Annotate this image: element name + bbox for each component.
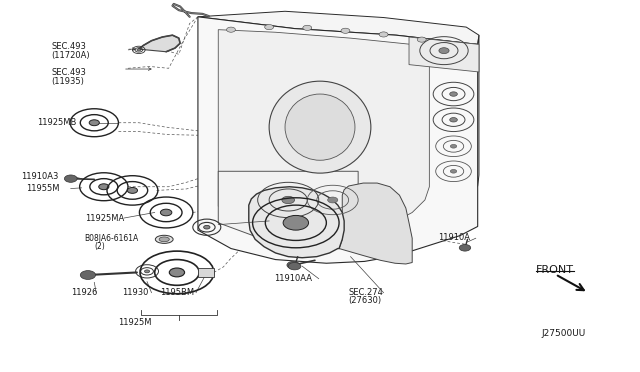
Circle shape: [450, 92, 458, 96]
Polygon shape: [218, 30, 429, 235]
Text: FRONT: FRONT: [536, 265, 574, 275]
Text: 1195BM: 1195BM: [160, 288, 194, 297]
Text: 11935M: 11935M: [217, 215, 251, 224]
Circle shape: [227, 27, 236, 32]
Polygon shape: [198, 11, 479, 44]
Circle shape: [170, 268, 184, 277]
Text: J27500UU: J27500UU: [541, 329, 586, 339]
Text: 11955M: 11955M: [26, 184, 60, 193]
Text: 11925M: 11925M: [118, 318, 152, 327]
Circle shape: [303, 25, 312, 31]
Circle shape: [451, 144, 457, 148]
Circle shape: [450, 118, 458, 122]
Text: (11720A): (11720A): [52, 51, 90, 60]
Circle shape: [204, 225, 210, 229]
Text: B08JA6-6161A: B08JA6-6161A: [84, 234, 139, 243]
Circle shape: [287, 262, 300, 269]
Circle shape: [379, 32, 388, 37]
Ellipse shape: [285, 94, 355, 160]
Text: (2): (2): [94, 242, 105, 251]
Text: 11925MB: 11925MB: [37, 118, 76, 127]
Polygon shape: [249, 187, 344, 258]
Polygon shape: [465, 35, 479, 200]
Ellipse shape: [156, 235, 173, 243]
Text: 11930: 11930: [122, 288, 148, 297]
Circle shape: [80, 270, 95, 279]
Text: (11935): (11935): [52, 77, 84, 86]
Text: SEC.493: SEC.493: [52, 42, 86, 51]
Text: (27630): (27630): [349, 296, 381, 305]
Circle shape: [89, 120, 99, 126]
Circle shape: [127, 187, 138, 193]
Polygon shape: [339, 183, 412, 264]
Polygon shape: [409, 37, 479, 72]
Text: 11925MA: 11925MA: [84, 214, 124, 222]
Text: 11910AA: 11910AA: [274, 274, 312, 283]
Circle shape: [417, 37, 426, 42]
Circle shape: [99, 184, 109, 190]
Ellipse shape: [269, 81, 371, 173]
Circle shape: [282, 196, 294, 203]
Text: SEC.274: SEC.274: [349, 288, 383, 297]
Ellipse shape: [159, 237, 170, 242]
Text: 11910A: 11910A: [438, 233, 470, 242]
Polygon shape: [218, 171, 358, 240]
Bar: [198, 268, 214, 277]
Text: SEC.493: SEC.493: [52, 68, 86, 77]
Circle shape: [451, 170, 457, 173]
Circle shape: [65, 175, 77, 182]
Circle shape: [328, 197, 338, 203]
Circle shape: [265, 25, 273, 30]
Circle shape: [439, 48, 449, 54]
Polygon shape: [139, 35, 180, 52]
Text: 11910A3: 11910A3: [21, 171, 58, 180]
Circle shape: [145, 270, 150, 273]
Circle shape: [460, 244, 470, 251]
Text: 11926: 11926: [71, 288, 97, 297]
Circle shape: [341, 28, 350, 33]
Circle shape: [283, 215, 308, 230]
Circle shape: [288, 263, 301, 270]
Circle shape: [161, 209, 172, 216]
Circle shape: [137, 49, 141, 51]
Polygon shape: [198, 17, 477, 263]
